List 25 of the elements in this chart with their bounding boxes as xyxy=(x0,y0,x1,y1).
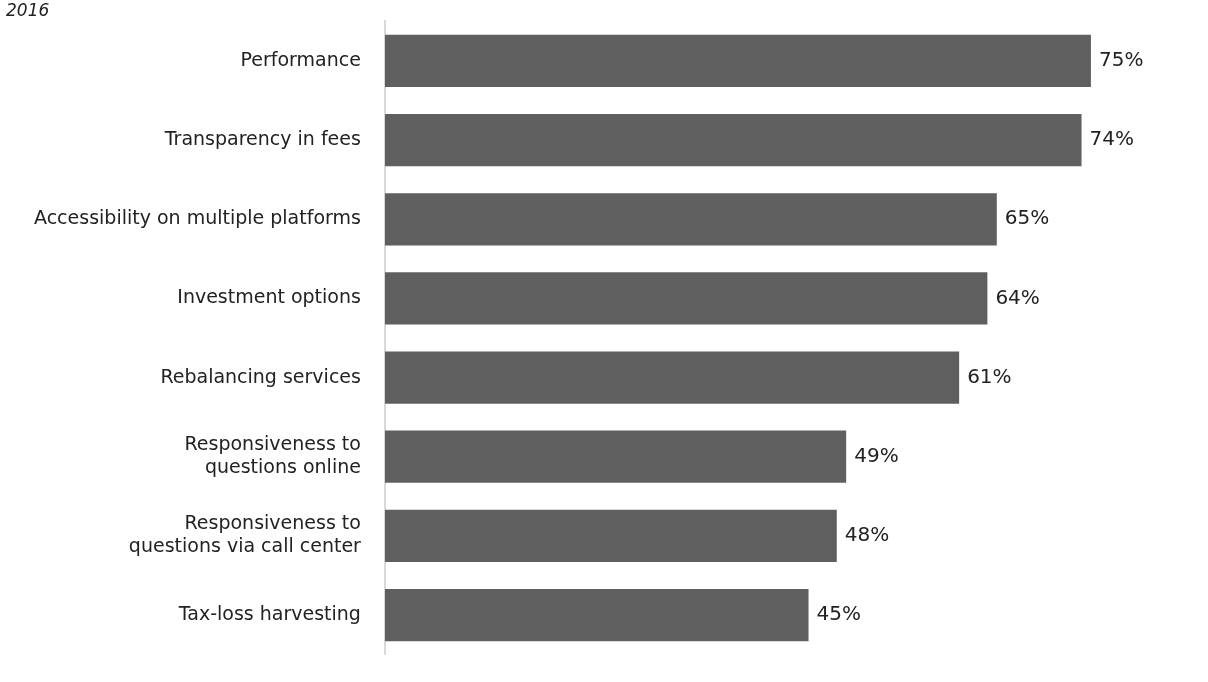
y-tick-label: Performance xyxy=(240,47,361,70)
bar xyxy=(384,509,837,562)
bar xyxy=(384,588,809,642)
bar xyxy=(384,430,847,483)
data-label: 75% xyxy=(1098,47,1144,72)
data-label: 45% xyxy=(816,601,861,626)
bar xyxy=(384,114,1082,167)
y-tick-label: Responsiveness to questions via call center xyxy=(128,511,362,557)
bar xyxy=(384,193,997,246)
text: 2016 xyxy=(6,0,50,20)
data-label: 49% xyxy=(854,442,899,467)
y-tick-label: Accessibility on multiple platforms xyxy=(33,206,361,229)
bar xyxy=(384,351,960,404)
data-label: 65% xyxy=(1004,205,1050,230)
y-tick-label: Responsiveness to questions online xyxy=(184,432,361,478)
data-label: 74% xyxy=(1089,126,1134,151)
y-tick-label: Tax-loss harvesting xyxy=(177,601,361,624)
y-tick-label: Rebalancing services xyxy=(160,364,361,387)
data-label: 61% xyxy=(967,363,1012,388)
bar xyxy=(384,34,1091,88)
y-tick-label: Transparency in fees xyxy=(163,127,361,150)
bar xyxy=(384,272,988,325)
data-label: 48% xyxy=(844,522,890,547)
data-label: 64% xyxy=(995,284,1040,309)
y-tick-label: Investment options xyxy=(177,285,361,308)
